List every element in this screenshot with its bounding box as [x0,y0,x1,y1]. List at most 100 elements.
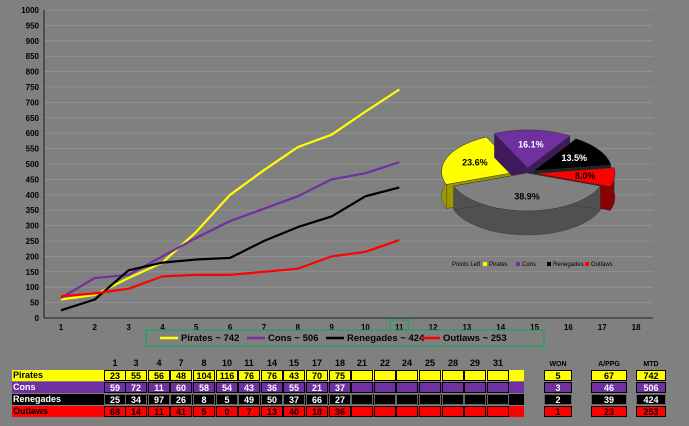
week-header: 22 [379,358,390,368]
summary-cell: 506 [636,382,666,393]
score-cell: 8 [193,394,215,405]
score-cell [442,394,464,405]
pie-slice [494,129,571,169]
pie-legend-label: Cons [522,262,536,268]
week-header: 3 [133,358,139,368]
x-tick-label: 9 [329,323,334,332]
summary-cell: 2 [544,394,572,405]
standings-chart: 0 50 100 150 200 250 300 350 400 450 500 550 600 650 7… [21,6,653,347]
x-tick-label: 10 [361,323,370,332]
pie-legend-swatch [483,262,487,266]
table-row: Pirates 23 55 56 48 104 116 76 76 43 70 75 [12,370,524,381]
x-tick-label: 8 [296,323,301,332]
summary-cell: 424 [636,394,666,405]
pie-value-label: 16.1% [518,140,544,150]
score-cell [374,394,396,405]
score-cell [464,406,486,417]
pie-legend-label: Renegades [553,262,584,268]
score-cell [464,382,486,393]
x-tick-label: 4 [160,323,165,332]
score-cell: 48 [170,370,192,381]
summary-cell: 39 [591,394,627,405]
pie-legend-swatch [516,262,520,266]
y-tick-label: 500 [26,160,40,169]
score-cell [351,382,373,393]
score-cell: 5 [193,406,215,417]
score-cell [396,370,418,381]
score-cell: 49 [238,394,260,405]
week-header: 21 [356,358,367,368]
score-cell: 75 [329,370,351,381]
x-tick-label: 5 [194,323,199,332]
score-cell: 13 [261,406,283,417]
score-cell: 27 [329,394,351,405]
score-cell [487,406,509,417]
pie-value-label: 23.6% [462,158,488,168]
y-tick-label: 950 [26,21,40,30]
score-cell: 66 [306,394,328,405]
pie-legend-swatch [585,262,589,266]
score-cell: 60 [170,382,192,393]
y-tick-label: 1000 [21,6,39,15]
y-tick-label: 100 [26,283,40,292]
y-tick-label: 250 [26,237,40,246]
series-line [60,239,400,298]
score-cell [464,394,486,405]
score-cell: 37 [283,394,305,405]
summary-cell: 5 [544,370,572,381]
x-tick-label: 16 [564,323,573,332]
score-cell: 23 [104,370,126,381]
score-cell [351,394,373,405]
pie-slice [536,167,616,187]
score-cell [442,406,464,417]
score-cell [487,370,509,381]
y-tick-label: 0 [35,314,40,323]
week-header: 14 [266,358,277,368]
pie-value-label: 13.5% [562,153,588,163]
week-header: 25 [424,358,435,368]
summary-header: A/PPG [598,361,620,368]
x-tick-label: 2 [93,323,98,332]
week-header: 17 [311,358,322,368]
score-cell: 11 [148,406,170,417]
score-cell: 40 [283,406,305,417]
score-cell: 34 [125,394,147,405]
table-row: Renegades 25 34 97 26 8 5 49 50 37 66 27 [12,394,524,405]
x-axis: 1 2 3 4 5 6 7 8 9 10 11 12 13 14 15 16 17 18 [59,319,641,336]
pie-chart: 23.6% 16.1% 13.5% 8.0% 38.9% Points Left Pirat… [441,129,616,268]
x-tick-label: 12 [429,323,438,332]
series-line [60,161,400,299]
summary-cell: 253 [636,406,666,417]
pie-value-label: 8.0% [575,171,596,181]
score-cell: 11 [148,382,170,393]
y-tick-label: 900 [26,37,40,46]
score-cell: 14 [125,406,147,417]
y-tick-label: 400 [26,191,40,200]
score-cell [351,370,373,381]
x-tick-label: 7 [262,323,267,332]
y-tick-label: 50 [30,299,39,308]
x-tick-label: 15 [530,323,539,332]
x-tick-label: 17 [598,323,607,332]
week-header: 18 [334,358,345,368]
score-cell: 76 [261,370,283,381]
x-tick-label: 1 [59,323,64,332]
summary-cell: 742 [636,370,666,381]
score-cell: 43 [238,382,260,393]
score-cell: 54 [216,382,238,393]
score-cell: 0 [216,406,238,417]
summary-header: MTD [643,361,659,368]
score-cell: 43 [283,370,305,381]
x-tick-label: 18 [632,323,641,332]
y-tick-label: 550 [26,145,40,154]
score-cell: 36 [329,406,351,417]
score-cell: 68 [104,406,126,417]
legend-label: Cons ~ 506 [268,333,318,344]
summary-header: WON [549,361,567,368]
table-row: Cons 59 72 11 60 58 54 43 36 55 21 37 [12,382,524,393]
y-tick-label: 650 [26,114,40,123]
week-header: 8 [201,358,207,368]
score-cell: 21 [306,382,328,393]
week-header: 29 [469,358,480,368]
summary-cell: 1 [544,406,572,417]
